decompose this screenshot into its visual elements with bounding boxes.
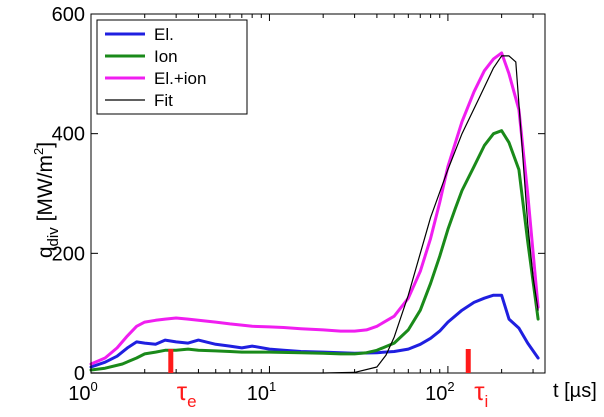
y-axis-label-units: [MW/m [34,155,57,221]
legend-label-el: El. [154,25,174,44]
legend-label-ion: Ion [154,47,178,66]
plot-frame [90,13,546,374]
tau-i-label: τi [474,376,488,411]
x-tick-label: 102 [425,379,454,405]
legend-label-el-ion: El.+ion [154,69,206,88]
y-axis-label-close: ] [34,142,57,148]
legend: El. Ion El.+ion Fit [96,19,248,115]
y-tick-label: 0 [74,363,85,385]
series-line-el-ion [89,51,540,366]
legend-box [96,19,248,115]
series-line-el [89,293,540,369]
y-axis-label-sub: div [45,227,62,247]
y-axis-label-main: q [34,246,57,258]
legend-label-fit: Fit [154,91,173,110]
tau-i-marker [465,349,471,373]
annotations-layer: τe τi [168,349,488,411]
svg-text:qdiv [MW/m2]: qdiv [MW/m2] [31,142,62,258]
y-tick-label: 600 [52,4,85,26]
tau-e-marker [168,349,174,373]
series-line-ion [89,129,540,372]
x-axis-label: t [µs] [553,380,597,402]
x-tick-label: 100 [68,379,97,405]
tau-e-label: τe [177,376,197,411]
x-tick-label: 101 [247,379,276,405]
ticks-layer [90,13,545,374]
y-axis-label: qdiv [MW/m2] [31,142,62,258]
tick-labels-layer: 100 101 102 0 200 400 600 [52,4,455,405]
series-layer [89,51,540,374]
y-tick-label: 200 [52,243,85,265]
y-axis-label-sup: 2 [31,148,46,155]
y-tick-label: 400 [52,124,85,146]
